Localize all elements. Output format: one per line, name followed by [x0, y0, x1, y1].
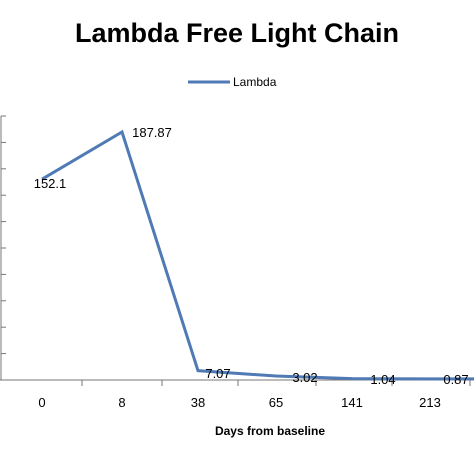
data-point	[197, 370, 199, 372]
x-tick-label: 8	[118, 395, 125, 410]
data-label: 1.04	[370, 372, 395, 387]
chart-title: Lambda Free Light Chain	[74, 18, 400, 48]
x-tick-label: 65	[269, 395, 283, 410]
data-point	[275, 375, 277, 377]
data-point	[121, 131, 123, 133]
series-line-lambda	[41, 129, 474, 381]
x-tick-label: 213	[419, 395, 441, 410]
data-label: 0.87	[443, 372, 468, 387]
series-lines	[41, 129, 474, 381]
axes	[0, 116, 474, 381]
x-tick-label: 0	[38, 395, 45, 410]
data-label: 187.87	[132, 125, 172, 140]
x-tick-label: 141	[341, 395, 363, 410]
legend-label: Lambda	[233, 75, 277, 89]
x-tick-label: 38	[191, 395, 205, 410]
y-ticks	[1, 115, 6, 381]
data-point	[41, 178, 43, 180]
legend: Lambda	[188, 75, 277, 89]
x-tick-labels: 083865141213283	[38, 380, 471, 410]
data-point	[429, 378, 431, 380]
x-axis-title: Days from baseline	[215, 424, 325, 438]
data-labels: 152.1 187.87 7.07 3.02 1.04 0.87	[34, 125, 469, 387]
data-label: 3.02	[292, 370, 317, 385]
data-label: 7.07	[205, 366, 230, 381]
data-label: 152.1	[34, 176, 67, 191]
data-point	[351, 378, 353, 380]
